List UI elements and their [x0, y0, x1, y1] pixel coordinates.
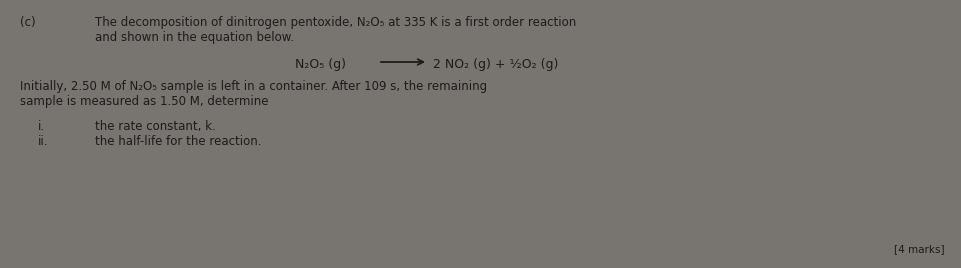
Text: N₂O₅ (g): N₂O₅ (g)	[295, 58, 346, 71]
Text: Initially, 2.50 M of N₂O₅ sample is left in a container. After 109 s, the remain: Initially, 2.50 M of N₂O₅ sample is left…	[20, 80, 486, 93]
Text: The decomposition of dinitrogen pentoxide, N₂O₅ at 335 K is a first order reacti: The decomposition of dinitrogen pentoxid…	[95, 16, 576, 29]
Text: and shown in the equation below.: and shown in the equation below.	[95, 31, 294, 44]
Text: ii.: ii.	[38, 135, 48, 148]
Text: the rate constant, k.: the rate constant, k.	[95, 120, 215, 133]
Text: [4 marks]: [4 marks]	[894, 244, 944, 254]
Text: the half-life for the reaction.: the half-life for the reaction.	[95, 135, 261, 148]
Text: 2 NO₂ (g) + ½O₂ (g): 2 NO₂ (g) + ½O₂ (g)	[432, 58, 557, 71]
Text: (c): (c)	[20, 16, 36, 29]
Text: sample is measured as 1.50 M, determine: sample is measured as 1.50 M, determine	[20, 95, 268, 108]
Text: i.: i.	[38, 120, 45, 133]
